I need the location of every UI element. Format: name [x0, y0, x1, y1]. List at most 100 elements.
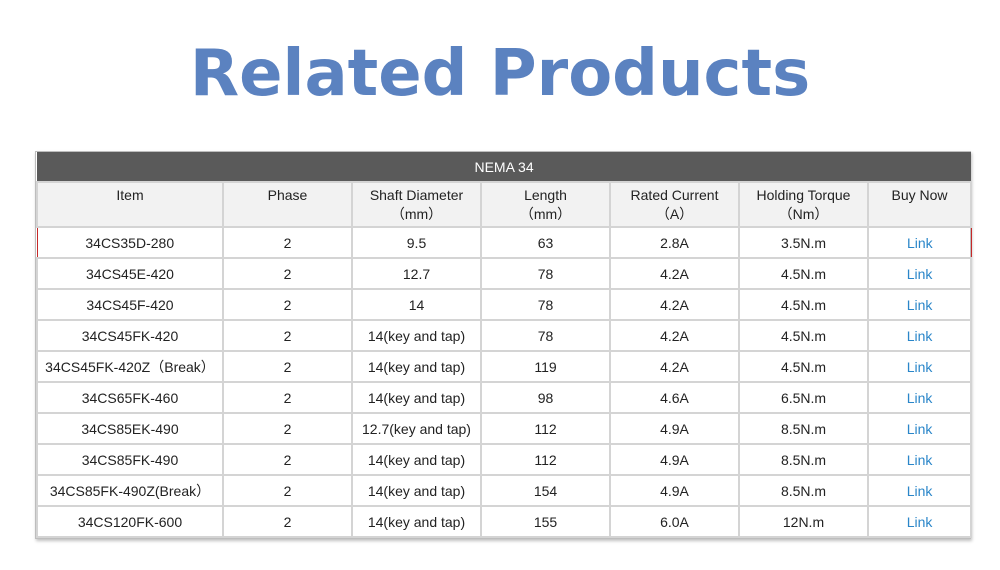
- header-label: Holding Torque: [756, 187, 851, 203]
- cell-phase: 2: [222, 505, 353, 538]
- header-label: Rated Current: [630, 187, 719, 203]
- header-rated-current: Rated Current （A）: [609, 181, 740, 228]
- header-phase: Phase: [222, 181, 353, 228]
- cell-item: 34CS45FK-420: [36, 319, 224, 352]
- table-row: 34CS45FK-420 2 14(key and tap) 78 4.2A 4.5N.m…: [36, 319, 973, 352]
- header-label: Buy Now: [891, 187, 948, 203]
- cell-shaft-diameter: 12.7: [351, 257, 482, 290]
- cell-shaft-diameter: 14(key and tap): [351, 443, 482, 476]
- cell-phase: 2: [222, 226, 353, 259]
- buy-link[interactable]: Link: [906, 327, 933, 344]
- cell-holding-torque: 6.5N.m: [738, 381, 869, 414]
- header-holding-torque: Holding Torque （Nm）: [738, 181, 869, 228]
- cell-shaft-diameter: 14(key and tap): [351, 505, 482, 538]
- cell-phase: 2: [222, 381, 353, 414]
- cell-holding-torque: 12N.m: [738, 505, 869, 538]
- header-label: Length: [524, 187, 567, 203]
- table-row: 34CS120FK-600 2 14(key and tap) 155 6.0A 12N.…: [36, 505, 973, 538]
- cell-rated-current: 4.6A: [609, 381, 740, 414]
- table-body: 34CS35D-280 2 9.5 63 2.8A 3.5N.m Link 34CS45E-4…: [36, 226, 973, 538]
- header-label: Item: [116, 187, 144, 203]
- cell-item: 34CS45F-420: [36, 288, 224, 321]
- cell-buy-now: Link: [866, 381, 973, 414]
- cell-item: 34CS85EK-490: [36, 412, 224, 445]
- cell-shaft-diameter: 14(key and tap): [351, 474, 482, 507]
- cell-rated-current: 4.9A: [609, 412, 740, 445]
- header-label: Phase: [267, 187, 308, 203]
- cell-shaft-diameter: 14(key and tap): [351, 319, 482, 352]
- cell-item: 34CS45FK-420Z（Break）: [36, 350, 224, 383]
- buy-link[interactable]: Link: [906, 451, 933, 468]
- cell-rated-current: 4.2A: [609, 257, 740, 290]
- cell-buy-now: Link: [866, 288, 973, 321]
- cell-phase: 2: [222, 474, 353, 507]
- header-label: Shaft Diameter: [369, 187, 464, 203]
- cell-phase: 2: [222, 319, 353, 352]
- cell-rated-current: 6.0A: [609, 505, 740, 538]
- cell-buy-now: Link: [866, 474, 973, 507]
- header-shaft-diameter: Shaft Diameter （mm）: [351, 181, 482, 228]
- cell-holding-torque: 4.5N.m: [738, 350, 869, 383]
- table-row: 34CS45F-420 2 14 78 4.2A 4.5N.m Link: [36, 288, 973, 321]
- cell-buy-now: Link: [866, 505, 973, 538]
- header-item: Item: [36, 181, 224, 228]
- buy-link[interactable]: Link: [906, 513, 933, 530]
- cell-buy-now: Link: [866, 319, 973, 352]
- cell-holding-torque: 4.5N.m: [738, 288, 869, 321]
- buy-link[interactable]: Link: [906, 234, 933, 251]
- cell-buy-now: Link: [866, 412, 973, 445]
- header-unit: （mm）: [390, 206, 443, 222]
- product-table: NEMA 34 Item Phase Shaft Diameter （mm） Lengt…: [35, 151, 973, 539]
- page-title: Related Products: [189, 37, 811, 111]
- cell-item: 34CS65FK-460: [36, 381, 224, 414]
- buy-link[interactable]: Link: [906, 420, 933, 437]
- cell-item: 34CS35D-280: [36, 226, 224, 259]
- cell-rated-current: 2.8A: [609, 226, 740, 259]
- cell-length: 63: [480, 226, 611, 259]
- cell-item: 34CS85FK-490Z(Break）: [36, 474, 224, 507]
- table-row: 34CS45E-420 2 12.7 78 4.2A 4.5N.m Link: [36, 257, 973, 290]
- cell-phase: 2: [222, 257, 353, 290]
- table-row: 34CS35D-280 2 9.5 63 2.8A 3.5N.m Link: [36, 226, 972, 259]
- table-row: 34CS85FK-490Z(Break） 2 14(key and tap) 154 4…: [36, 474, 973, 507]
- buy-link[interactable]: Link: [906, 296, 933, 313]
- cell-phase: 2: [222, 288, 353, 321]
- cell-length: 78: [480, 257, 611, 290]
- cell-phase: 2: [222, 412, 353, 445]
- cell-length: 112: [480, 443, 611, 476]
- cell-buy-now: Link: [866, 257, 973, 290]
- cell-holding-torque: 4.5N.m: [738, 319, 869, 352]
- cell-buy-now: Link: [866, 443, 973, 476]
- cell-buy-now: Link: [866, 226, 972, 259]
- header-unit: （Nm）: [778, 206, 829, 222]
- table-banner: NEMA 34: [37, 152, 972, 182]
- cell-shaft-diameter: 14(key and tap): [351, 381, 482, 414]
- header-buy-now: Buy Now: [866, 181, 973, 228]
- cell-rated-current: 4.9A: [609, 443, 740, 476]
- cell-phase: 2: [222, 443, 353, 476]
- table-row: 34CS85FK-490 2 14(key and tap) 112 4.9A 8.5N.…: [36, 443, 973, 476]
- cell-holding-torque: 8.5N.m: [738, 443, 869, 476]
- cell-rated-current: 4.2A: [609, 350, 740, 383]
- cell-length: 78: [480, 288, 611, 321]
- cell-length: 119: [480, 350, 611, 383]
- buy-link[interactable]: Link: [906, 482, 933, 499]
- cell-holding-torque: 4.5N.m: [738, 257, 869, 290]
- cell-rated-current: 4.9A: [609, 474, 740, 507]
- buy-link[interactable]: Link: [906, 265, 933, 282]
- cell-holding-torque: 8.5N.m: [738, 412, 869, 445]
- cell-item: 34CS85FK-490: [36, 443, 224, 476]
- header-unit: （mm）: [519, 206, 572, 222]
- cell-shaft-diameter: 14(key and tap): [351, 350, 482, 383]
- cell-length: 155: [480, 505, 611, 538]
- cell-item: 34CS45E-420: [36, 257, 224, 290]
- cell-rated-current: 4.2A: [609, 288, 740, 321]
- cell-holding-torque: 8.5N.m: [738, 474, 869, 507]
- cell-length: 78: [480, 319, 611, 352]
- cell-length: 154: [480, 474, 611, 507]
- buy-link[interactable]: Link: [906, 389, 933, 406]
- cell-shaft-diameter: 12.7(key and tap): [351, 412, 482, 445]
- table-header-row: Item Phase Shaft Diameter （mm） Length （mm） Rat…: [36, 181, 973, 228]
- buy-link[interactable]: Link: [906, 358, 933, 375]
- cell-phase: 2: [222, 350, 353, 383]
